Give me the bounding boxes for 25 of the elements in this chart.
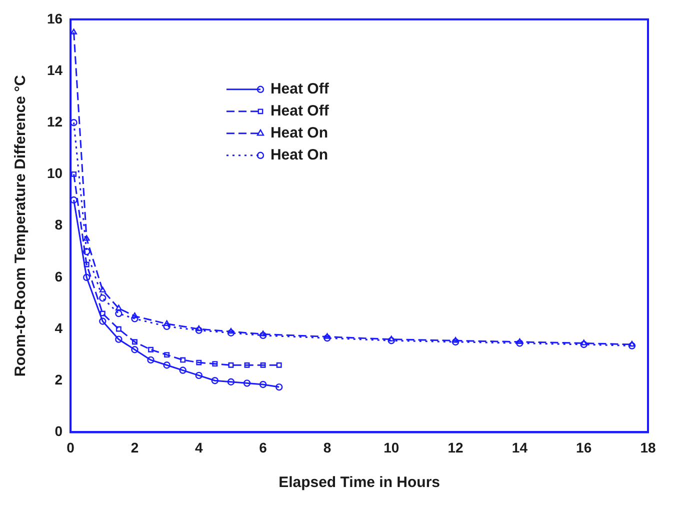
x-tick-label: 8	[323, 439, 332, 456]
y-axis-title: Room-to-Room Temperature Difference °C	[12, 74, 30, 377]
y-tick-label: 0	[54, 423, 63, 440]
x-tick-label: 10	[384, 439, 400, 456]
y-tick-label: 16	[46, 10, 63, 26]
x-axis-title: Elapsed Time in Hours	[278, 474, 440, 492]
x-tick-label: 16	[576, 439, 592, 456]
x-tick-label: 4	[194, 439, 203, 456]
y-tick-label: 2	[54, 371, 63, 388]
x-tick-label: 18	[640, 439, 656, 456]
legend-label: Heat Off	[270, 80, 330, 98]
x-tick-label: 14	[512, 439, 528, 456]
y-tick-label: 6	[54, 268, 63, 284]
x-tick-label: 12	[448, 439, 464, 456]
x-tick-label: 0	[66, 439, 75, 456]
y-tick-label: 4	[54, 320, 63, 336]
x-tick-label: 2	[130, 439, 139, 456]
legend-label: Heat On	[270, 146, 328, 164]
y-tick-label: 12	[46, 113, 63, 130]
legend-label: Heat Off	[270, 102, 330, 120]
x-tick-label: 6	[259, 439, 268, 456]
y-tick-label: 14	[46, 62, 63, 78]
y-tick-label: 10	[46, 165, 63, 182]
legend-label: Heat On	[270, 124, 328, 142]
y-tick-label: 8	[54, 216, 63, 233]
